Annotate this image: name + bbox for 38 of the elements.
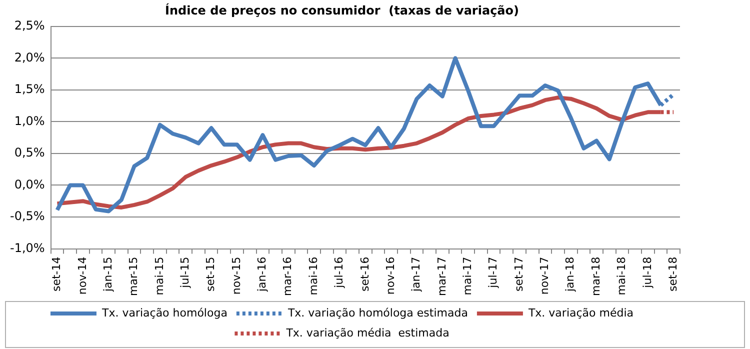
y-tick-label: -1,0% — [10, 240, 45, 255]
x-tick-label: jul-18 — [640, 256, 654, 289]
x-tick-label: jan-16 — [256, 256, 269, 293]
x-tick-label: set-15 — [204, 256, 218, 292]
x-tick-label: mai-17 — [460, 256, 474, 296]
x-tick-label: jul-17 — [486, 256, 500, 289]
x-tick-label: mar-18 — [589, 256, 602, 296]
legend-label: Tx. variação homóloga estimada — [286, 306, 468, 320]
x-tick-label: jul-15 — [178, 256, 192, 289]
x-tick-label: set-16 — [358, 256, 372, 292]
x-tick-label: mai-16 — [306, 256, 320, 296]
chart-title: Índice de preços no consumidor (taxas de variação) — [164, 2, 520, 18]
y-tick-label: 1,5% — [14, 82, 45, 96]
x-tick-label: mar-17 — [435, 256, 448, 296]
x-tick-label: nov-16 — [384, 256, 397, 295]
x-tick-label: mar-15 — [127, 256, 140, 296]
legend-label: Tx. variação homóloga — [100, 306, 228, 320]
y-tick-label: 2,0% — [14, 50, 45, 64]
x-tick-label: jan-18 — [564, 256, 577, 293]
x-tick-label: nov-15 — [230, 256, 243, 295]
x-tick-label: set-17 — [512, 256, 526, 292]
y-tick-label: -0,5% — [10, 209, 45, 224]
x-tick-label: nov-14 — [76, 256, 89, 295]
y-tick-label: 0,0% — [14, 177, 45, 192]
legend-label: Tx. variação média estimada — [285, 326, 450, 340]
x-tick-label: jan-15 — [101, 256, 114, 293]
x-tick-label: mai-18 — [615, 256, 628, 296]
y-tick-label: 0,5% — [14, 146, 45, 160]
x-tick-label: jan-17 — [410, 256, 423, 293]
legend-label: Tx. variação média — [527, 306, 634, 320]
x-tick-label: mar-16 — [281, 256, 294, 296]
x-tick-label: jul-16 — [332, 256, 346, 289]
x-tick-label: nov-17 — [538, 256, 552, 295]
x-tick-label: set-14 — [50, 256, 64, 292]
y-tick-label: 2,5% — [14, 18, 45, 33]
x-tick-label: mai-15 — [152, 256, 166, 296]
x-tick-label: set-18 — [666, 256, 680, 292]
y-tick-label: 1,0% — [14, 114, 45, 128]
